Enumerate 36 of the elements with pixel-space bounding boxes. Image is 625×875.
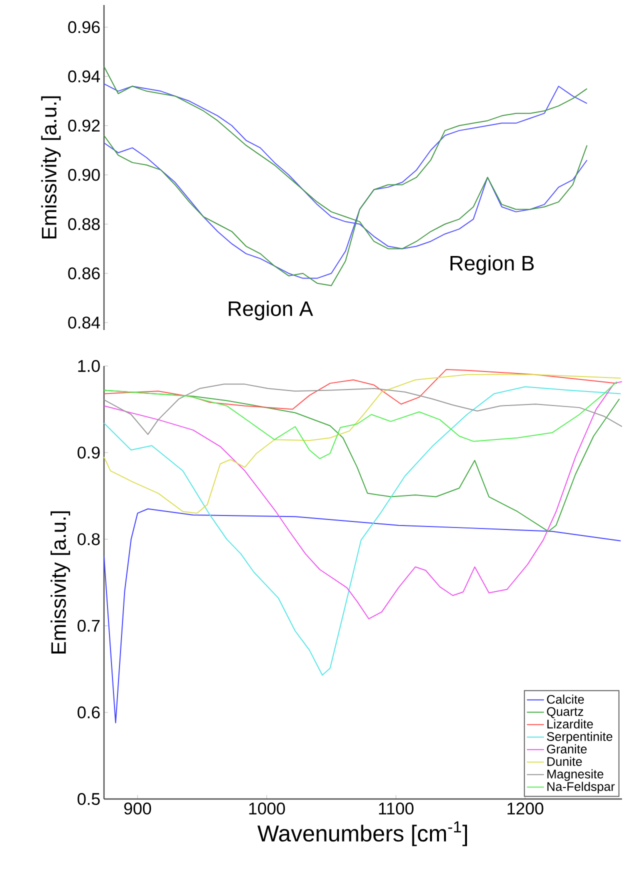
legend-label: Serpentinite <box>546 732 612 744</box>
legend-label: Granite <box>547 744 587 754</box>
legend-label: Quartz <box>547 707 584 718</box>
legend-label: Na-Feldspar <box>547 782 615 794</box>
line-series <box>104 384 623 435</box>
y-tick-label: 0.6 <box>78 706 100 718</box>
y-tick-label: 0.86 <box>68 267 100 280</box>
legend-label: Lizardite <box>547 719 593 728</box>
line-series <box>104 381 623 620</box>
line-series <box>104 374 622 514</box>
y-tick-label: 0.90 <box>68 168 100 181</box>
legend-label: Dunite <box>547 756 582 766</box>
y-tick-label: 0.88 <box>68 218 100 230</box>
y-tick-label: 0.8 <box>78 533 100 546</box>
y-tick-label: 0.84 <box>68 316 100 329</box>
x-axis-title: Wavenumbers [cm$^{-1}$] <box>257 821 468 846</box>
y-tick-label: 0.9 <box>78 446 100 459</box>
line-series <box>104 368 618 410</box>
y-tick-label: 1.0 <box>78 360 100 372</box>
line-series <box>104 386 622 676</box>
x-tick-label: 1000 <box>249 802 285 815</box>
y-tick-label: 0.7 <box>78 620 100 632</box>
annotation: Region A <box>228 300 314 320</box>
x-tick-label: 1200 <box>508 802 544 815</box>
y-axis-title: Emissivity [a.u.] <box>50 511 70 654</box>
x-tick-label: 1100 <box>379 802 414 815</box>
y-tick-label: 0.96 <box>68 21 100 34</box>
y-tick-label: 0.5 <box>78 793 100 805</box>
y-tick-label: 0.92 <box>68 120 100 132</box>
x-tick-label: 900 <box>124 802 152 815</box>
annotation: Region B <box>450 255 534 275</box>
line-series <box>104 381 618 460</box>
legend-label: Calcite <box>547 694 584 704</box>
y-tick-label: 0.94 <box>68 70 100 82</box>
legend-label: Magnesite <box>547 769 604 781</box>
y-axis-title: Emissivity [a.u.] <box>41 96 61 238</box>
